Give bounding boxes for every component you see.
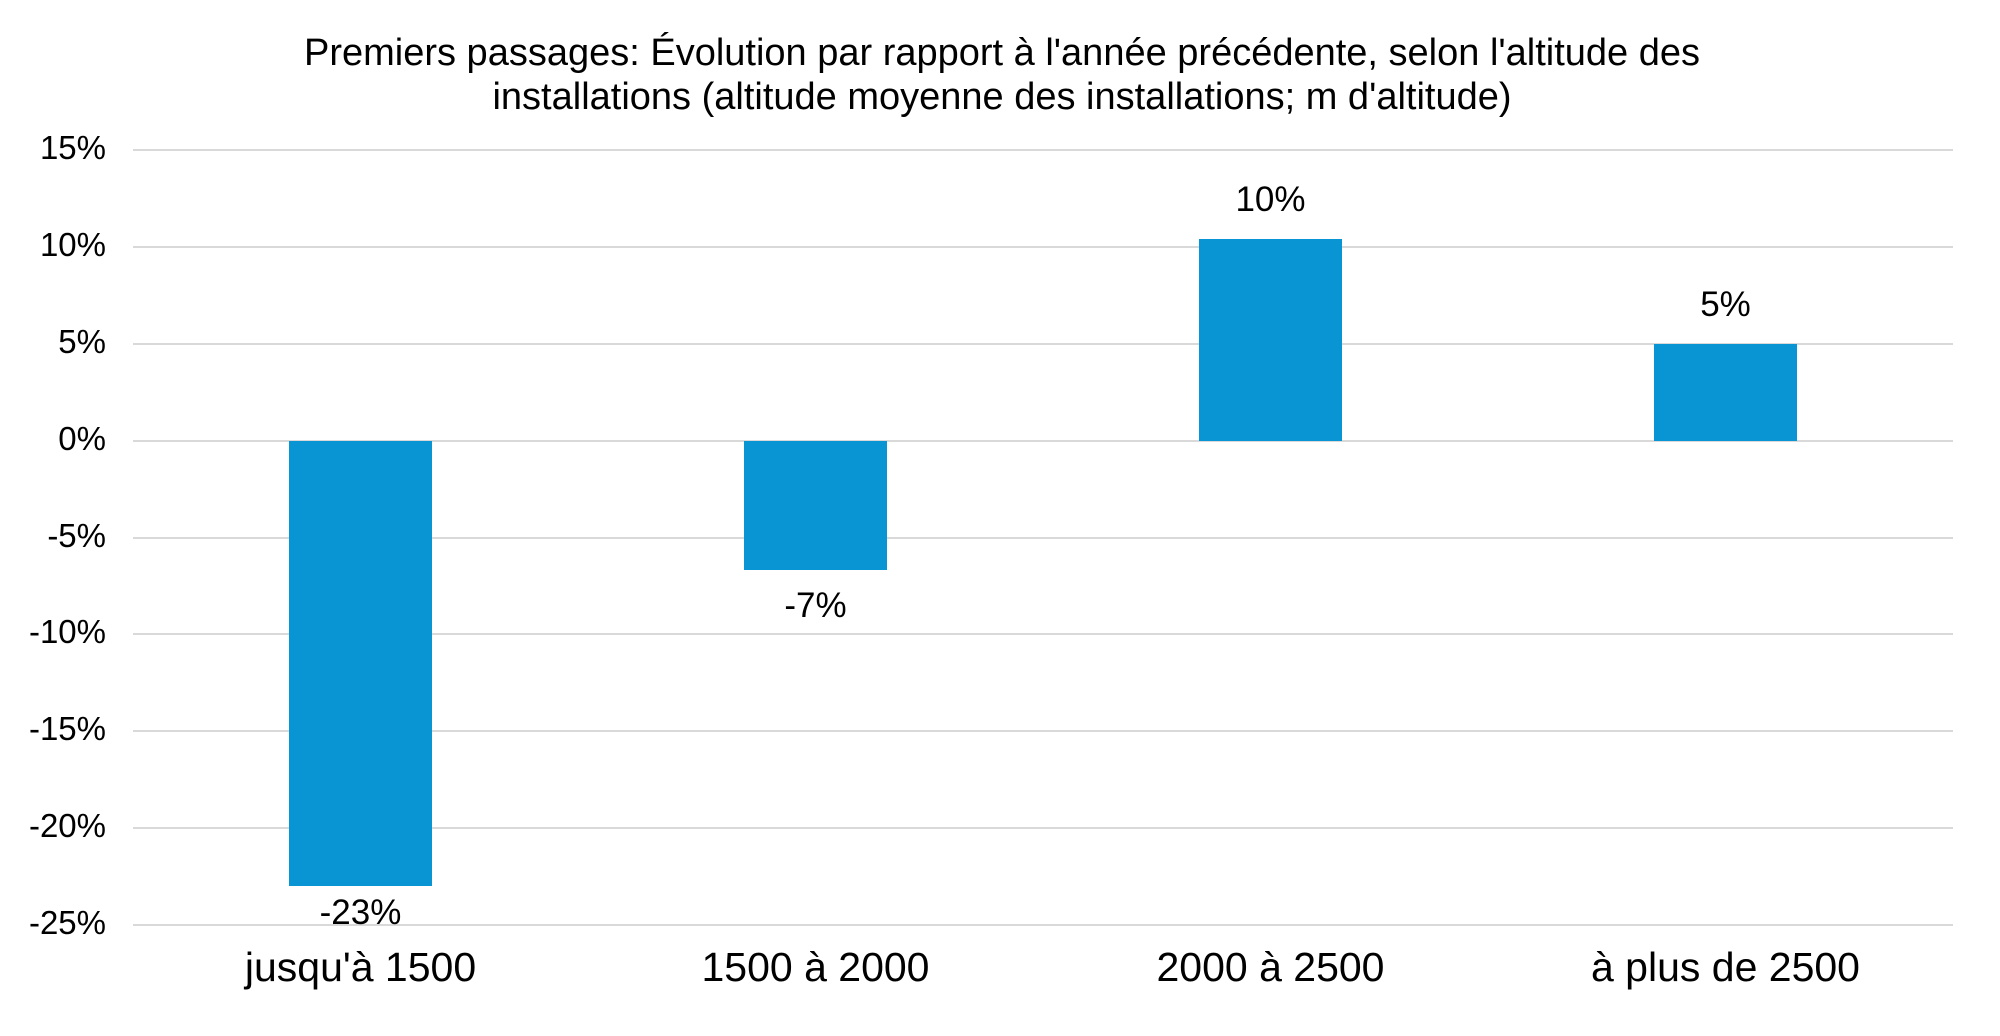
bar [289,440,432,887]
bar [1654,343,1797,441]
y-axis-tick-label: -20% [28,807,106,845]
chart-title: Premiers passages: Évolution par rapport… [242,31,1762,119]
gridline [133,730,1953,733]
gridline [133,342,1953,345]
gridline [133,439,1953,442]
bar-value-label: 5% [1700,284,1751,324]
bar-value-label: 10% [1235,180,1306,220]
bar-value-label: -23% [319,893,402,932]
x-axis-category-label: 1500 à 2000 [701,944,930,990]
gridline [133,536,1953,539]
y-axis-tick-label: 0% [58,419,106,457]
x-axis-category-label: jusqu'à 1500 [244,944,477,990]
y-axis-tick-label: 5% [58,322,106,360]
y-axis-tick-label: -25% [28,904,106,941]
gridline [133,633,1953,636]
y-axis-tick-label: -5% [47,516,106,554]
gridline [133,827,1953,830]
x-axis-category-label: 2000 à 2500 [1156,944,1385,990]
y-axis-tick-label: 10% [39,225,106,263]
gridline [133,149,1953,151]
y-axis-tick-label: -15% [28,710,106,748]
y-axis-tick-label: 15% [39,129,106,166]
gridline [133,924,1953,926]
x-axis-category-label: à plus de 2500 [1590,944,1860,990]
bar-value-label: -7% [784,586,847,626]
chart-title-line-1: Premiers passages: Évolution par rapport… [303,32,1701,74]
chart-title-line-2: installations (altitude moyenne des inst… [492,76,1512,118]
bar [1199,239,1342,441]
gridline [133,245,1953,248]
bar [744,440,887,571]
y-axis-tick-label: -10% [28,613,106,651]
